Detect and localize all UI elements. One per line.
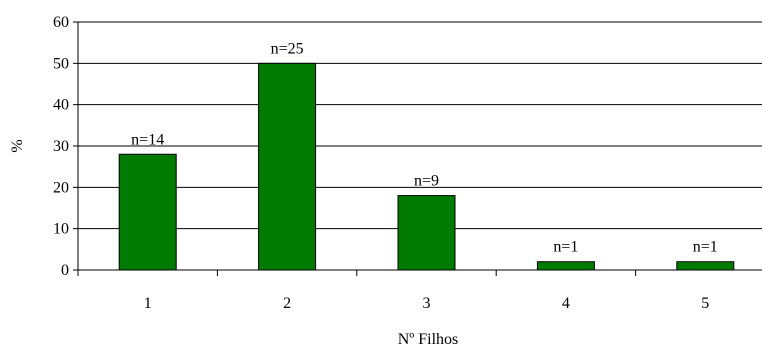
y-tick-label: 30 <box>53 138 69 155</box>
y-tick-label: 20 <box>53 179 69 196</box>
data-labels: n=14 n=25 n=9 n=1 n=1 <box>131 40 718 255</box>
bar-4 <box>536 261 595 271</box>
y-tick-label: 50 <box>53 55 69 72</box>
y-axis-label: % <box>9 139 26 152</box>
x-tick-label: 3 <box>423 295 431 312</box>
x-tick-label: 4 <box>562 295 570 312</box>
bar-2 <box>258 62 317 271</box>
x-tick-labels: 1 2 3 4 5 <box>144 295 710 312</box>
y-tick-label: 0 <box>61 262 69 279</box>
axes <box>73 21 762 276</box>
bar-5 <box>676 261 735 271</box>
bar-1 <box>118 153 177 271</box>
x-tick-label: 2 <box>283 295 291 312</box>
bars <box>118 62 735 271</box>
data-label: n=9 <box>414 173 439 190</box>
x-tick-label: 5 <box>701 295 709 312</box>
y-tick-labels: 0 10 20 30 40 50 60 <box>53 14 69 279</box>
y-tick-label: 40 <box>53 97 69 114</box>
y-tick-label: 10 <box>53 221 69 238</box>
x-axis-label: Nº Filhos <box>398 331 459 348</box>
data-label: n=25 <box>271 40 304 57</box>
gridlines <box>78 21 762 230</box>
x-tick-label: 1 <box>144 295 152 312</box>
y-tick-label: 60 <box>53 14 69 31</box>
data-label: n=1 <box>693 239 718 256</box>
data-label: n=1 <box>553 239 578 256</box>
data-label: n=14 <box>131 131 164 148</box>
bar-3 <box>397 195 456 271</box>
